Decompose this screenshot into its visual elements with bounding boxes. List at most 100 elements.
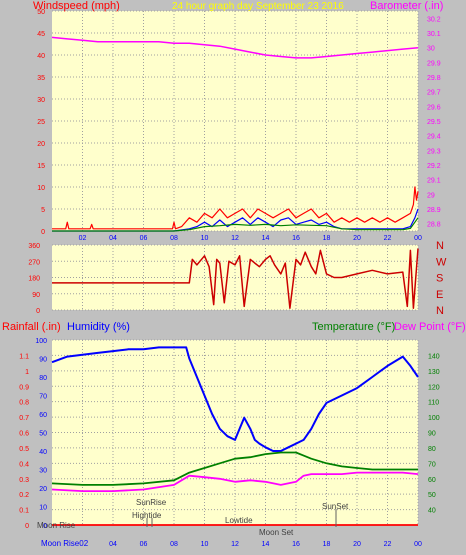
- wind-time-axis: 02 04 06 08 10 12 14 16 18 20 22 00: [79, 235, 422, 242]
- humidity-line: [51, 346, 419, 452]
- barometer-tick: 30.2: [427, 16, 441, 23]
- rainfall-tick: 1.1: [19, 353, 29, 360]
- wind-time-tick: 18: [323, 235, 331, 242]
- graph-title: 24 hour graph day September 23 2016: [172, 1, 344, 12]
- humidity-tick: 70: [39, 394, 47, 401]
- direction-tick: 0: [36, 308, 40, 315]
- windspeed-tick: 15: [37, 163, 45, 170]
- temperature-tick: 60: [428, 477, 436, 484]
- humidity-tick: 60: [39, 412, 47, 419]
- humidity-tick: 80: [39, 375, 47, 382]
- compass-letter: W: [436, 256, 447, 268]
- temperature-tick: 110: [428, 400, 439, 407]
- rainfall-tick: 0.2: [19, 492, 29, 499]
- temperature-label: Temperature (°F): [312, 321, 395, 333]
- direction-tick: 90: [32, 292, 40, 299]
- windspeed-tick: 40: [37, 53, 45, 60]
- wind-time-tick: 20: [353, 235, 361, 242]
- barometer-tick: 29.6: [427, 104, 441, 111]
- windspeed-tick: 10: [37, 185, 45, 192]
- humidity-tick: 20: [39, 486, 47, 493]
- windspeed-tick: 0: [41, 229, 45, 236]
- wind-time-tick: 04: [109, 235, 117, 242]
- barometer-tick: 29.4: [427, 134, 441, 141]
- rainfall-tick: 0.5: [19, 446, 29, 453]
- windspeed-tick: 25: [37, 119, 45, 126]
- barometer-in-line: [51, 36, 419, 59]
- sunrise-label: SunRise: [136, 498, 167, 507]
- temperature-tick: 90: [428, 431, 436, 438]
- humidity-time-axis: 04 06 08 10 12 14 16 18 20 22 00: [109, 541, 422, 548]
- windspeed-tick: 35: [37, 75, 45, 82]
- direction-grid: [52, 244, 419, 311]
- humidity-tick: 100: [35, 338, 47, 345]
- rainfall-axis: 0 0.1 0.2 0.3 0.4 0.5 0.6 0.7 0.8 0.9 1 1.1: [19, 353, 29, 530]
- wind-average-line: [52, 217, 419, 232]
- barometer-tick: 28.8: [427, 222, 441, 229]
- wind-time-tick: 14: [262, 235, 270, 242]
- wind-time-tick: 10: [201, 235, 209, 242]
- barometer-tick: 28.9: [427, 207, 441, 214]
- direction-tick: 180: [28, 276, 40, 283]
- wind-gust-line: [52, 186, 419, 230]
- windspeed-tick: 30: [37, 97, 45, 104]
- barometer-tick: 29.2: [427, 163, 441, 170]
- temperature-tick: 120: [428, 384, 440, 391]
- wind-time-tick: 22: [384, 235, 392, 242]
- temperature-tick: 80: [428, 446, 436, 453]
- humidity-time-tick: 12: [231, 541, 239, 548]
- barometer-tick: 29.7: [427, 90, 441, 97]
- direction-axis: 360 270 180 90 0: [28, 243, 40, 315]
- temperature-tick: 40: [428, 508, 436, 515]
- compass-letter: N: [436, 305, 444, 317]
- compass-letter: N: [436, 240, 444, 252]
- humidity-label: Humidity (%): [67, 321, 130, 333]
- temperature-axis: 40 50 60 70 80 90 100 110 120 130 140: [428, 353, 440, 514]
- barometer-tick: 29.5: [427, 119, 441, 126]
- humidity-tick: 40: [39, 449, 47, 456]
- temperature-tick: 100: [428, 415, 440, 422]
- compass-letter: S: [436, 273, 443, 285]
- humidity-time-tick: 04: [109, 541, 117, 548]
- event-labels: Moon Rise Moon Rise02 SunRise Hightide L…: [37, 498, 349, 548]
- temperature-tick: 50: [428, 492, 436, 499]
- event-markers: [146, 509, 337, 527]
- wind-direction-line: [52, 248, 419, 309]
- lowtide-label: Lowtide: [225, 516, 253, 525]
- dew-point-f-line: [51, 471, 419, 493]
- direction-tick: 360: [28, 243, 40, 250]
- temperature-f-line: [51, 451, 418, 486]
- wind-time-tick: 00: [414, 235, 422, 242]
- wind-time-tick: 12: [231, 235, 239, 242]
- humidity-tick: 30: [39, 468, 47, 475]
- humidity-axis: 0 10 20 30 40 50 60 70 80 90 100: [35, 338, 47, 530]
- windspeed-tick: 50: [37, 9, 45, 16]
- humidity-time-tick: 22: [384, 541, 392, 548]
- humidity-time-tick: 14: [262, 541, 270, 548]
- wind-time-tick: 16: [292, 235, 300, 242]
- rainfall-tick: 1: [25, 369, 29, 376]
- hightide-label: Hightide: [132, 511, 162, 520]
- dewpoint-label: Dew Point (°F): [394, 321, 466, 333]
- wind-time-tick: 02: [79, 235, 87, 242]
- barometer-tick: 29.3: [427, 148, 441, 155]
- temperature-tick: 130: [428, 369, 440, 376]
- sunset-label: SunSet: [322, 502, 349, 511]
- barometer-tick: 29.1: [427, 178, 441, 185]
- humidity-tick: 50: [39, 431, 47, 438]
- rainfall-tick: 0.4: [19, 461, 29, 468]
- rainfall-tick: 0.3: [19, 477, 29, 484]
- rainfall-tick: 0.9: [19, 384, 29, 391]
- humidity-time-tick: 18: [323, 541, 331, 548]
- humidity-time-tick: 08: [170, 541, 178, 548]
- humidity-time-tick: 00: [414, 541, 422, 548]
- temperature-tick: 70: [428, 461, 436, 468]
- rainfall-tick: 0.6: [19, 431, 29, 438]
- moon-rise-axis-label: Moon Rise02: [41, 539, 89, 548]
- barometer-tick: 30.1: [427, 31, 441, 38]
- barometer-label: Barometer (.in): [370, 0, 443, 12]
- moon-rise-label: Moon Rise: [37, 521, 76, 530]
- windspeed-tick: 20: [37, 141, 45, 148]
